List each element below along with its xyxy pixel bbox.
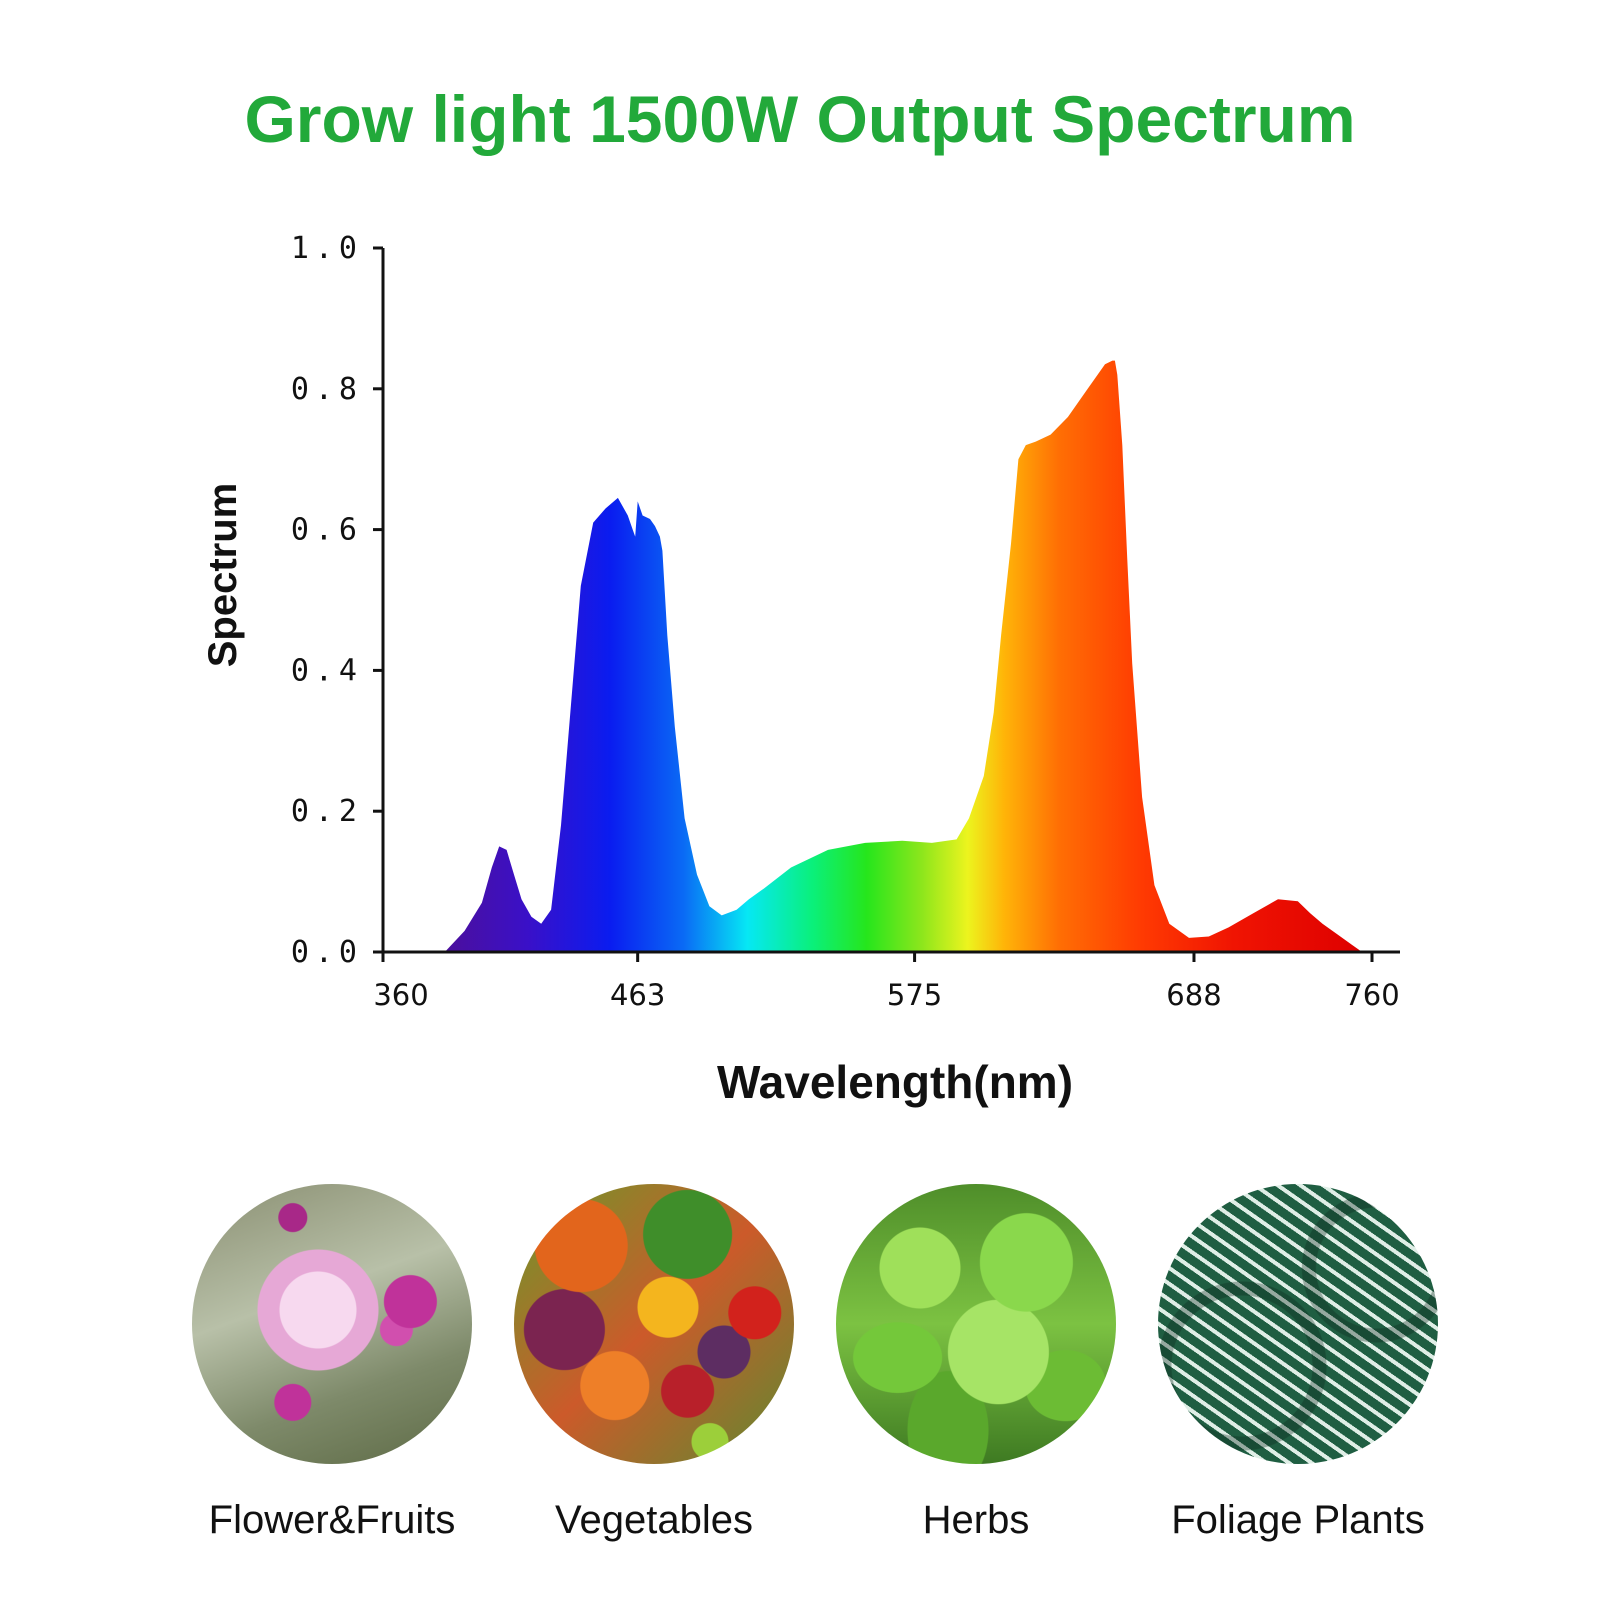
- plant-label: Flower&Fruits: [208, 1498, 456, 1542]
- plant-card-foliage: Foliage Plants: [1138, 1184, 1458, 1543]
- herbs-photo: [836, 1184, 1116, 1464]
- chart-axes: [381, 248, 1400, 954]
- x-axis-label: Wavelength(nm): [717, 1056, 1073, 1108]
- chart-title: Grow light 1500W Output Spectrum: [244, 82, 1356, 156]
- plant-gallery: Flower&Fruits Vegetables Herbs Foliage P…: [0, 1184, 1600, 1564]
- spectrum-chart: 0.0 0.2 0.4 0.6 0.8 1.0 360 463 575 688 760 Spect…: [201, 231, 1400, 1108]
- y-tick-label: 0.6: [291, 513, 363, 548]
- flowers-photo: [192, 1184, 472, 1464]
- foliage-photo: [1158, 1184, 1438, 1464]
- y-ticks: 0.0 0.2 0.4 0.6 0.8 1.0: [291, 231, 383, 970]
- x-tick-label: 463: [610, 978, 665, 1012]
- y-tick-label: 0.0: [291, 935, 363, 970]
- y-axis-label: Spectrum: [201, 483, 245, 668]
- plant-label: Foliage Plants: [1171, 1498, 1425, 1542]
- plant-card-flower-fruits: Flower&Fruits: [172, 1184, 492, 1543]
- x-ticks: 360 463 575 688 760: [373, 952, 1400, 1012]
- x-tick-label: 360: [373, 978, 428, 1012]
- plant-card-vegetables: Vegetables: [494, 1184, 814, 1543]
- spectrum-area: [444, 360, 1363, 953]
- y-tick-label: 0.2: [291, 794, 363, 829]
- y-tick-label: 0.4: [291, 653, 363, 688]
- x-tick-label: 575: [887, 978, 942, 1012]
- x-tick-label: 688: [1166, 978, 1221, 1012]
- plant-card-herbs: Herbs: [816, 1184, 1136, 1543]
- x-tick-label: 760: [1344, 978, 1399, 1012]
- plant-label: Herbs: [922, 1498, 1030, 1542]
- y-tick-label: 0.8: [291, 372, 363, 407]
- y-tick-label: 1.0: [291, 231, 363, 266]
- vegetables-photo: [514, 1184, 794, 1464]
- plant-label: Vegetables: [555, 1498, 753, 1542]
